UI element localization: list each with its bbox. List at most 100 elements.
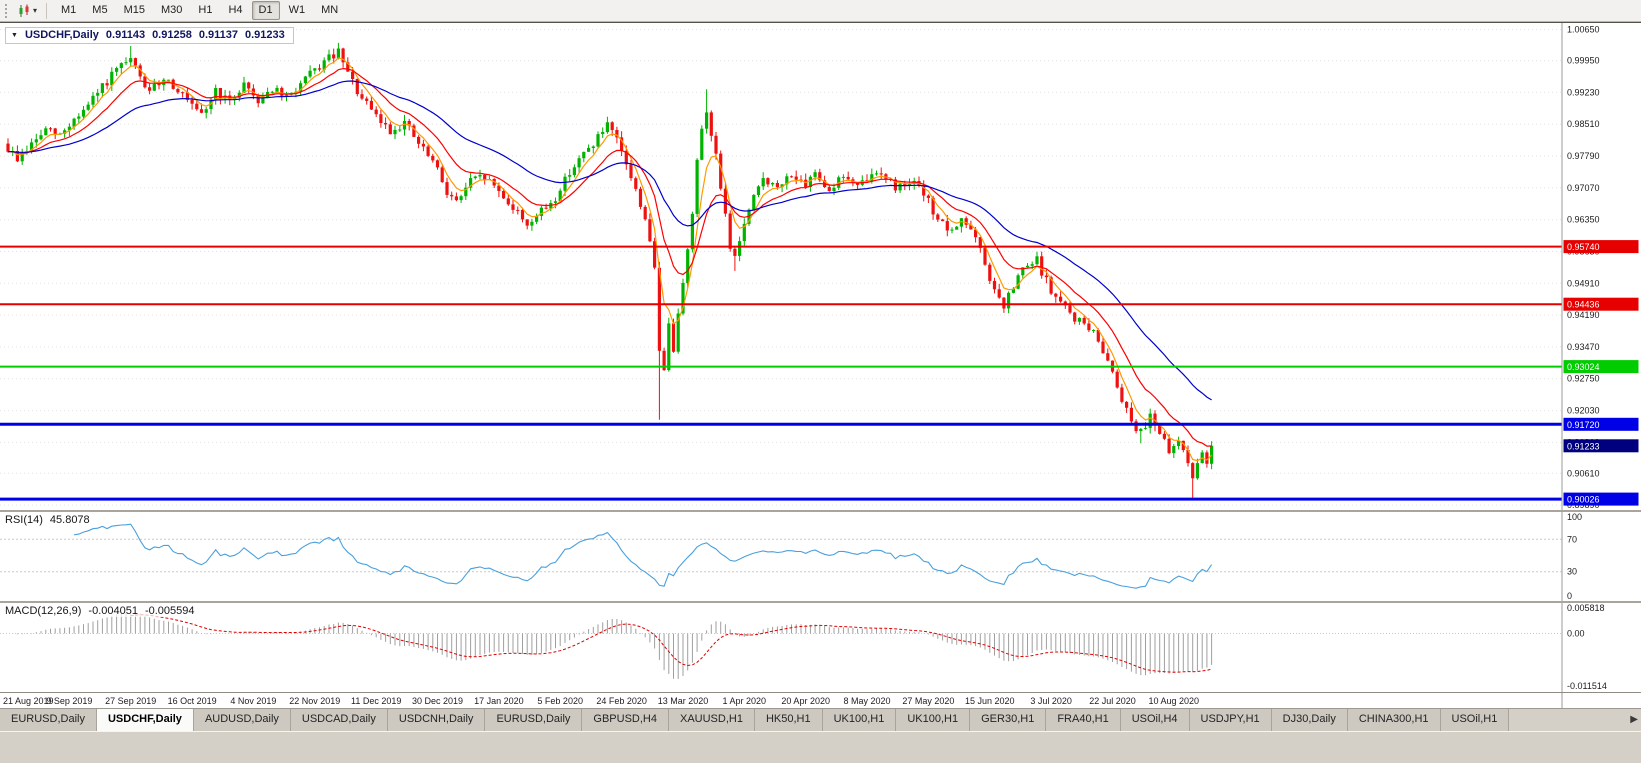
symbol-title: USDCHF,Daily	[24, 29, 99, 41]
chart-tab-9-uk100-h1[interactable]: UK100,H1	[822, 709, 897, 731]
chart-tab-3-usdcad-daily[interactable]: USDCAD,Daily	[290, 709, 388, 731]
ohlc-low: 0.91137	[198, 29, 238, 41]
chart-tab-15-dj30-daily[interactable]: DJ30,Daily	[1271, 709, 1348, 731]
main-chart-panel: 1.00650 0.99950 0.99230 0.98510 0.97790 0.970…	[0, 22, 1641, 510]
macd-indicator-panel: 0.005818 0.00 -0.011514 MACD(12,26,9) -0.0…	[0, 601, 1641, 692]
chart-tab-4-usdcnh-daily[interactable]: USDCNH,Daily	[387, 709, 486, 731]
svg-text:13 Mar 2020: 13 Mar 2020	[658, 696, 709, 706]
timeframe-button-d1[interactable]: D1	[251, 1, 280, 20]
svg-text:0.94436: 0.94436	[1567, 300, 1600, 310]
svg-text:100: 100	[1567, 512, 1582, 522]
timeframe-button-m1[interactable]: M1	[61, 4, 77, 16]
chart-tab-16-china300-h1[interactable]: CHINA300,H1	[1347, 709, 1441, 731]
chart-tab-12-fra40-h1[interactable]: FRA40,H1	[1046, 709, 1121, 731]
svg-text:0.94910: 0.94910	[1567, 278, 1600, 288]
svg-text:0.91233: 0.91233	[1567, 441, 1600, 451]
chart-tab-11-ger30-h1[interactable]: GER30,H1	[970, 709, 1047, 731]
date-axis[interactable]: 21 Aug 2019 9 Sep 2019 27 Sep 2019 16 Oct 2…	[0, 692, 1641, 708]
symbol-dropdown-icon[interactable]: ▼	[11, 31, 18, 39]
rsi-title: RSI(14)	[5, 514, 43, 526]
svg-text:16 Oct 2019: 16 Oct 2019	[168, 696, 217, 706]
chart-tab-5-eurusd-daily[interactable]: EURUSD,Daily	[485, 709, 583, 731]
timeframe-button-mn[interactable]: MN	[321, 4, 339, 16]
svg-text:0.99230: 0.99230	[1567, 87, 1600, 97]
timeframe-button-m5[interactable]: M5	[92, 4, 108, 16]
ohlc-open: 0.91143	[105, 29, 146, 41]
svg-text:15 Jun 2020: 15 Jun 2020	[965, 696, 1015, 706]
ohlc-high: 0.91258	[152, 29, 192, 41]
chart-tab-14-usdjpy-h1[interactable]: USDJPY,H1	[1189, 709, 1272, 731]
rsi-label: RSI(14) 45.8078	[5, 514, 90, 526]
svg-text:0.92750: 0.92750	[1567, 374, 1600, 384]
macd-label: MACD(12,26,9) -0.004051 -0.005594	[5, 605, 195, 617]
timeframe-button-w1[interactable]: W1	[288, 4, 306, 16]
svg-text:21 Aug 2019: 21 Aug 2019	[3, 696, 54, 706]
svg-text:0.96350: 0.96350	[1567, 215, 1600, 225]
timeframe-buttons-group: M1 M5 M15 M30 H1 H4 D1 W1 MN	[53, 1, 346, 20]
symbol-info-chip: ▼ USDCHF,Daily 0.91143 0.91258 0.91137 0…	[5, 27, 294, 44]
chart-tab-1-usdchf-daily[interactable]: USDCHF,Daily	[96, 709, 194, 731]
toolbar-grip[interactable]	[5, 3, 9, 18]
timeframe-button-h1[interactable]: H1	[198, 4, 213, 16]
svg-text:4 Nov 2019: 4 Nov 2019	[230, 696, 276, 706]
svg-text:0.90610: 0.90610	[1567, 468, 1600, 478]
svg-text:10 Aug 2020: 10 Aug 2020	[1149, 696, 1200, 706]
toolbar-separator	[46, 2, 48, 19]
svg-text:30: 30	[1567, 567, 1577, 577]
svg-text:5 Feb 2020: 5 Feb 2020	[537, 696, 583, 706]
svg-text:-0.011514: -0.011514	[1567, 681, 1607, 691]
price-axis[interactable]	[1562, 23, 1641, 510]
macd-canvas[interactable]: 0.005818 0.00 -0.011514	[0, 603, 1641, 692]
svg-text:1.00650: 1.00650	[1567, 25, 1600, 35]
macd-main-value: -0.004051	[88, 605, 138, 617]
svg-text:11 Dec 2019: 11 Dec 2019	[351, 696, 401, 706]
chart-tab-0-eurusd-daily[interactable]: EURUSD,Daily	[0, 709, 97, 731]
timeframe-button-h4[interactable]: H4	[228, 4, 243, 16]
timeframe-button-m30[interactable]: M30	[160, 4, 183, 16]
chart-tab-13-usoil-h4[interactable]: USOil,H4	[1120, 709, 1190, 731]
macd-title: MACD(12,26,9)	[5, 605, 82, 617]
svg-text:22 Jul 2020: 22 Jul 2020	[1089, 696, 1136, 706]
rsi-canvas[interactable]: 100 70 30 0	[0, 512, 1641, 601]
chevron-down-icon: ▾	[33, 5, 38, 15]
svg-text:0.99950: 0.99950	[1567, 56, 1600, 66]
rsi-value: 45.8078	[49, 514, 90, 526]
chart-tab-7-xauusd-h1[interactable]: XAUUSD,H1	[668, 709, 755, 731]
svg-text:20 Apr 2020: 20 Apr 2020	[781, 696, 830, 706]
candlestick-chart-icon	[17, 4, 31, 18]
timeframe-toolbar: ▾ M1 M5 M15 M30 H1 H4 D1 W1 MN	[0, 0, 1641, 22]
svg-text:27 Sep 2019: 27 Sep 2019	[105, 696, 156, 706]
svg-text:0.93024: 0.93024	[1567, 362, 1600, 372]
svg-text:0.005818: 0.005818	[1567, 603, 1605, 613]
svg-text:0.93470: 0.93470	[1567, 342, 1600, 352]
svg-text:0.90026: 0.90026	[1567, 495, 1600, 505]
svg-text:0.95740: 0.95740	[1567, 242, 1600, 252]
svg-text:0.91720: 0.91720	[1567, 420, 1600, 430]
svg-text:8 May 2020: 8 May 2020	[843, 696, 890, 706]
chart-tabs: EURUSD,Daily USDCHF,Daily AUDUSD,Daily USDC…	[0, 709, 1510, 731]
svg-text:70: 70	[1567, 534, 1577, 544]
svg-text:0.94190: 0.94190	[1567, 310, 1600, 320]
chart-tab-8-hk50-h1[interactable]: HK50,H1	[754, 709, 823, 731]
macd-signal-value: -0.005594	[144, 605, 195, 617]
svg-text:0: 0	[1567, 591, 1572, 601]
svg-text:17 Jan 2020: 17 Jan 2020	[474, 696, 524, 706]
chart-type-button[interactable]: ▾	[14, 3, 40, 19]
chart-tab-6-gbpusd-h4[interactable]: GBPUSD,H4	[582, 709, 669, 731]
tab-scroll-right-icon[interactable]: ▶	[1630, 714, 1638, 725]
svg-text:0.97070: 0.97070	[1567, 183, 1600, 193]
main-chart-canvas[interactable]: 1.00650 0.99950 0.99230 0.98510 0.97790 0.970…	[0, 23, 1641, 510]
svg-text:22 Nov 2019: 22 Nov 2019	[289, 696, 340, 706]
chart-tab-bar: EURUSD,Daily USDCHF,Daily AUDUSD,Daily USDC…	[0, 708, 1641, 731]
svg-text:27 May 2020: 27 May 2020	[902, 696, 954, 706]
svg-text:3 Jul 2020: 3 Jul 2020	[1030, 696, 1072, 706]
chart-tab-10-uk100-h1[interactable]: UK100,H1	[896, 709, 971, 731]
chart-tab-17-usoil-h1[interactable]: USOil,H1	[1440, 709, 1510, 731]
status-bar	[0, 731, 1641, 763]
svg-text:9 Sep 2019: 9 Sep 2019	[46, 696, 92, 706]
svg-text:0.92030: 0.92030	[1567, 406, 1600, 416]
svg-text:24 Feb 2020: 24 Feb 2020	[596, 696, 647, 706]
chart-tab-2-audusd-daily[interactable]: AUDUSD,Daily	[193, 709, 291, 731]
timeframe-button-m15[interactable]: M15	[123, 4, 145, 16]
